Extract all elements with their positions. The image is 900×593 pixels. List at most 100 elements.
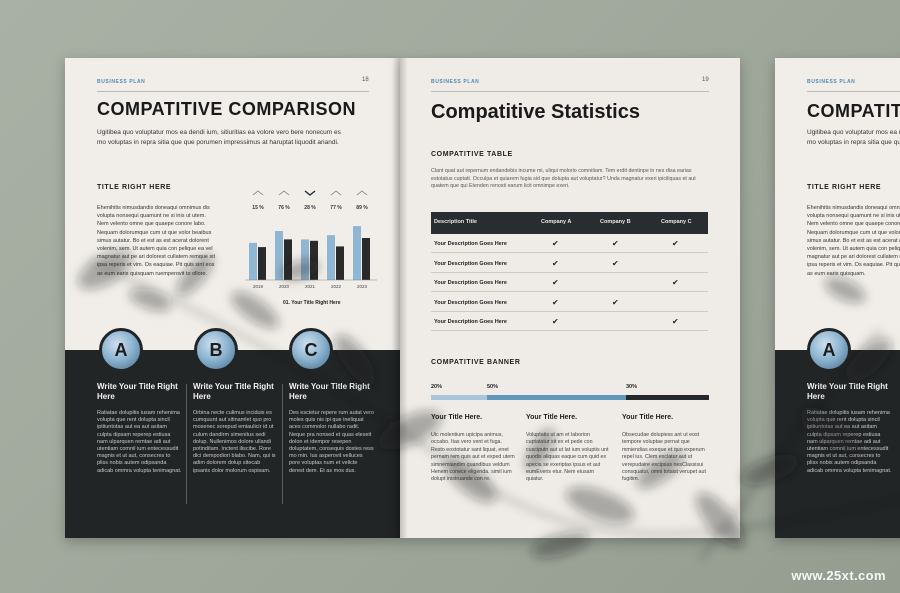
page-number: 18 [362, 77, 369, 83]
bar-chart: 15 % 2019 76 % 2020 28 % 2021 77 % 2022 89 % 2023 [245, 190, 377, 289]
chevron-icon [304, 190, 316, 196]
chart-bar [336, 246, 344, 280]
column-text-b: Orbina necte culimus inciduis es cumquun… [193, 410, 276, 474]
chevron-icon [278, 190, 290, 196]
table-header-cell: Company A [541, 219, 572, 225]
column-title-c: Write Your Title Right Here [289, 382, 370, 401]
table-row-divider [431, 291, 708, 292]
chart-caption: 01. Your Title Right Here [283, 300, 341, 306]
checkmark-icon: ✔ [552, 297, 559, 307]
comparison-table: Description Title Company A Company B Co… [431, 212, 708, 332]
body-text: Ehenihitis nimusdandis doneaqui omnimus … [807, 205, 900, 277]
chart-top-label: 89 % [356, 205, 368, 211]
header-tag: BUSINESS PLAN [97, 79, 146, 85]
chevron-icon [252, 190, 264, 196]
chart-x-tick-label: 2021 [305, 284, 316, 289]
header-rule [97, 91, 369, 92]
body-text: Ehenihitis nimusdandis doneaqui omnimus … [97, 205, 216, 277]
banner-column-text: Voluptatis ut am et laborion cuptatatur … [526, 432, 609, 483]
chevron-icon [330, 190, 342, 196]
column-text-c: Des escietur repere rum autat vero moles… [289, 410, 374, 474]
banner-column-title: Your Title Here. [526, 414, 578, 421]
chart-top-label: 28 % [304, 205, 316, 211]
column-title-a: Write Your Title Right Here [807, 382, 888, 401]
chart-x-tick-label: 2020 [279, 284, 290, 289]
left-page: BUSINESS PLAN 18 COMPATITIVE COMPARISON … [65, 58, 400, 538]
checkmark-icon: ✔ [552, 317, 559, 326]
banner-percent-label: 20% [431, 384, 443, 390]
checkmark-icon: ✔ [612, 297, 619, 307]
intro-text: Ugitibea quo voluptatur mos ea dendi ium… [807, 129, 900, 146]
table-header-row [431, 212, 708, 234]
chart-bar [362, 238, 370, 280]
progress-banner: 20% 50% 30% [431, 384, 709, 404]
chart-bar [284, 239, 292, 280]
watermark: www.25xt.com [791, 568, 886, 583]
column-text-a: Ratiatae dolupitis iusam rehenima volupt… [807, 410, 892, 474]
table-row-divider [431, 330, 708, 331]
banner-segment [487, 395, 626, 400]
chart-x-tick-label: 2022 [331, 284, 342, 289]
table-header-cell: Company B [600, 219, 631, 225]
column-title-a: Write Your Title Right Here [97, 382, 178, 401]
badge-a: A [99, 328, 143, 372]
banner-segment [626, 395, 709, 400]
checkmark-icon: ✔ [612, 239, 619, 248]
chart-top-label: 15 % [252, 205, 264, 211]
chart-bar [249, 242, 257, 280]
badge-b: B [194, 328, 238, 372]
chart-bar [258, 247, 266, 280]
intro-text: Ugitibea quo voluptatur mos ea dendi ium… [97, 129, 341, 146]
book-spine-shadow [392, 58, 408, 538]
table-row-label: Your Description Goes Here [434, 299, 507, 306]
column-text-a: Ratiatae dolupitis iusam rehenima volupt… [97, 410, 182, 474]
chart-top-label: 76 % [278, 205, 290, 211]
table-row-divider [431, 271, 708, 273]
badge-a: A [807, 328, 851, 372]
chart-x-tick-label: 2019 [253, 284, 264, 289]
checkmark-icon: ✔ [672, 317, 679, 326]
header-rule [431, 91, 709, 92]
header-tag: BUSINESS PLAN [431, 79, 480, 85]
page-title: Compatitive Statistics [431, 101, 640, 123]
checkmark-icon: ✔ [552, 239, 559, 248]
table-header-cell: Description Title [434, 219, 477, 225]
chart-top-label: 77 % [330, 205, 342, 211]
banner-segment [431, 395, 487, 400]
checkmark-icon: ✔ [552, 258, 559, 268]
chevron-icon [356, 190, 368, 196]
column-divider [186, 384, 187, 504]
table-row-divider [431, 310, 708, 312]
table-intro: Clant quat aut repernum endandebis incum… [431, 168, 696, 190]
header-rule [807, 91, 900, 92]
checkmark-icon: ✔ [672, 278, 679, 287]
banner-percent-label: 30% [626, 384, 638, 390]
column-title-b: Write Your Title Right Here [193, 382, 274, 401]
banner-column-text: Obsecudae dolupiess ant ut eost tempore … [622, 432, 706, 483]
page-number: 19 [702, 77, 709, 83]
checkmark-icon: ✔ [672, 239, 679, 248]
chart-bar [353, 226, 361, 280]
banner-percent-label: 50% [487, 384, 499, 390]
banner-column-text: Uic molentium upicipa animus, occabo. It… [431, 432, 515, 483]
chart-bar [301, 239, 309, 280]
table-heading: COMPATITIVE TABLE [431, 151, 513, 158]
table-row-divider [431, 252, 708, 253]
chart-bar [275, 231, 283, 280]
chart-bar [327, 235, 335, 280]
banner-column-title: Your Title Here. [622, 414, 674, 421]
chart-bar [310, 240, 318, 280]
chart-x-tick-label: 2023 [357, 284, 368, 289]
table-row-label: Your Description Goes Here [434, 319, 507, 325]
table-row-label: Your Description Goes Here [434, 241, 507, 247]
column-divider [282, 384, 283, 504]
table-header-cell: Company C [661, 219, 692, 225]
section-subtitle: TITLE RIGHT HERE [807, 184, 882, 191]
section-subtitle: TITLE RIGHT HERE [97, 184, 172, 191]
header-tag: BUSINESS PLAN [807, 79, 856, 85]
badge-c: C [289, 328, 333, 372]
page-title: COMPATITIVE [807, 101, 900, 121]
banner-column-title: Your Title Here. [431, 414, 483, 421]
right-page: BUSINESS PLAN 19 Compatitive Statistics … [400, 58, 740, 538]
third-page: BUSINESS PLAN COMPATITIVE Ugitibea quo v… [775, 58, 900, 538]
